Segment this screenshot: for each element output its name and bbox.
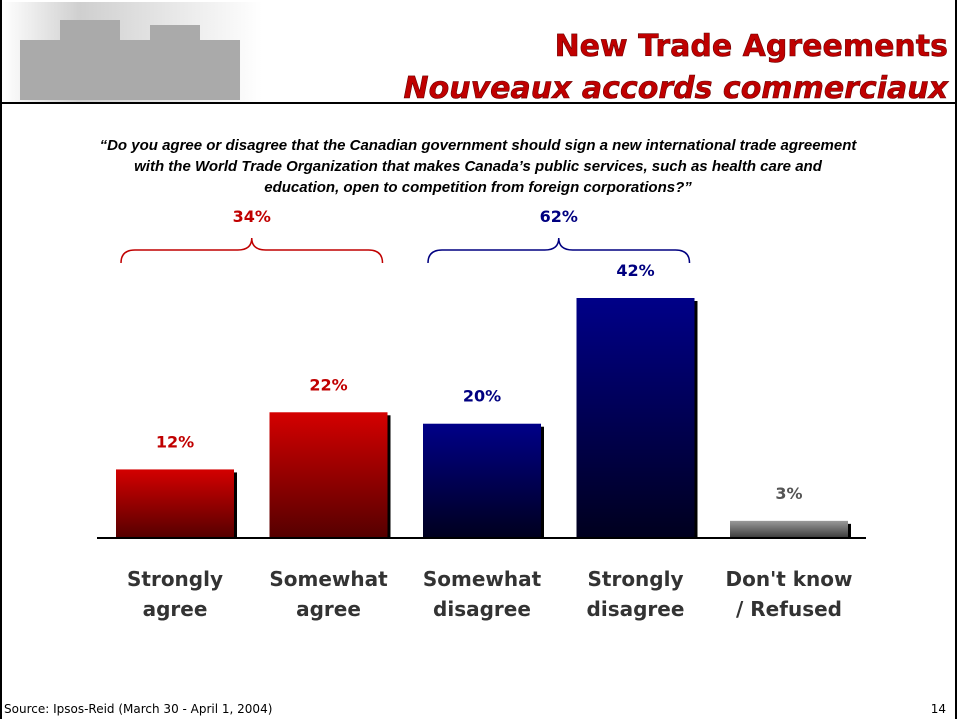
- question-line: with the World Trade Organization that m…: [134, 158, 823, 175]
- bar: [116, 469, 234, 538]
- category-label: Somewhat agree: [269, 567, 388, 621]
- value-label: 42%: [616, 261, 654, 280]
- subtitle: Nouveaux accords commerciaux: [404, 71, 950, 106]
- bar: [423, 423, 541, 538]
- value-label: 3%: [775, 484, 802, 503]
- category-label: Somewhat disagree: [423, 567, 542, 621]
- question-line: education, open to competition from fore…: [264, 179, 692, 196]
- bar: [730, 520, 848, 538]
- bar: [269, 412, 388, 538]
- source: Source: Ipsos-Reid (March 30 - April 1, …: [4, 702, 272, 716]
- question-line: “Do you agree or disagree that the Canad…: [100, 137, 858, 154]
- group-bracket: [427, 237, 691, 264]
- title: New Trade Agreements: [555, 29, 948, 64]
- value-label: 12%: [156, 432, 194, 451]
- bar: [576, 298, 695, 538]
- page-number: 14: [931, 702, 946, 716]
- group-bracket: [120, 237, 384, 264]
- value-label: 20%: [463, 387, 501, 406]
- group-label: 34%: [233, 207, 271, 226]
- value-label: 22%: [309, 375, 347, 394]
- building-silhouette: [20, 20, 240, 100]
- category-label: Strongly disagree: [587, 567, 685, 621]
- group-label: 62%: [540, 207, 578, 226]
- category-label: Don't know / Refused: [726, 567, 853, 621]
- category-label: Strongly agree: [127, 567, 223, 621]
